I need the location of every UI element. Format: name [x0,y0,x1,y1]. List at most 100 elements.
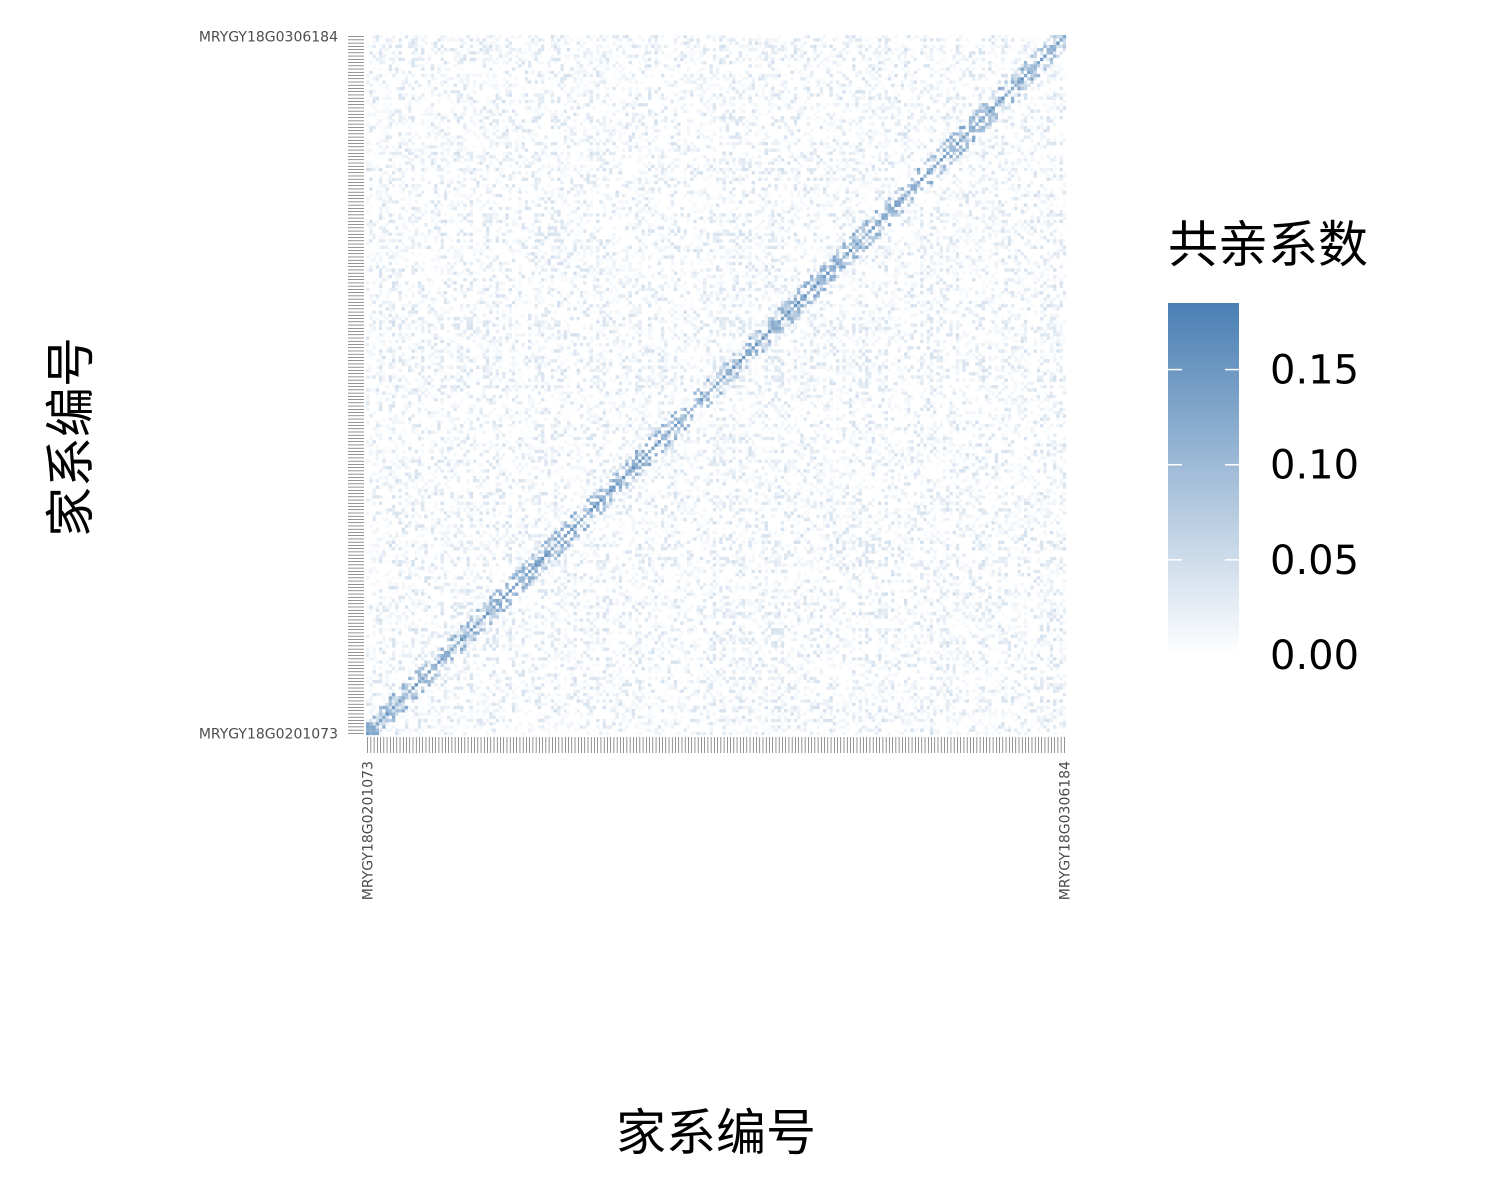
heatmap-cell [810,732,813,735]
heatmap-cell [372,343,375,346]
heatmap-cell [466,667,469,670]
heatmap-cell [392,58,395,61]
heatmap-cell [622,712,625,715]
heatmap-cell [476,722,479,725]
heatmap-cell [398,628,401,631]
heatmap-cell [765,693,768,696]
heatmap-cell [385,644,388,647]
heatmap-cell [366,680,369,683]
heatmap-cell [415,207,418,210]
heatmap-cell [703,732,706,735]
heatmap-cell [755,709,758,712]
heatmap-cell [382,152,385,155]
heatmap-cell [632,670,635,673]
heatmap-cell [382,362,385,365]
heatmap-cell [483,703,486,706]
heatmap-cell [411,401,414,404]
heatmap-cell [441,145,444,148]
heatmap-cell [395,531,398,534]
heatmap-cell [402,223,405,226]
heatmap-cell [385,524,388,527]
heatmap-cell [544,673,547,676]
heatmap-cell [603,686,606,689]
heatmap-cell [402,492,405,495]
heatmap-cell [372,252,375,255]
heatmap-cell [421,375,424,378]
heatmap-cell [612,709,615,712]
heatmap-cell [385,48,388,51]
heatmap-cell [752,677,755,680]
heatmap-cell [418,408,421,411]
heatmap-cell [424,366,427,369]
heatmap-cell [398,667,401,670]
heatmap-cell [437,359,440,362]
heatmap-cell [580,664,583,667]
heatmap-cell [437,719,440,722]
heatmap-cell [376,430,379,433]
heatmap-cell [564,703,567,706]
heatmap-cell [382,45,385,48]
heatmap-cell [674,732,677,735]
heatmap-cell [424,204,427,207]
heatmap-cell [379,184,382,187]
heatmap-cell [450,178,453,181]
heatmap-cell [901,654,904,657]
heatmap-cell [372,223,375,226]
heatmap-cell [619,693,622,696]
heatmap-cell [878,722,881,725]
heatmap-cell [577,709,580,712]
heatmap-cell [369,330,372,333]
heatmap-cell [499,706,502,709]
heatmap-cell [398,58,401,61]
heatmap-cell [379,473,382,476]
heatmap-cell [372,181,375,184]
heatmap-cell [379,502,382,505]
heatmap-cell [703,690,706,693]
heatmap-cell [376,618,379,621]
heatmap-cell [794,693,797,696]
heatmap-cell [385,229,388,232]
heatmap-cell [379,511,382,514]
heatmap-cell [677,690,680,693]
heatmap-cell [1053,667,1056,670]
heatmap-cell [476,703,479,706]
heatmap-cell [372,479,375,482]
heatmap-cell [398,385,401,388]
heatmap-cell [389,207,392,210]
heatmap-cell [372,45,375,48]
heatmap-cell [1004,657,1007,660]
heatmap-cell [421,64,424,67]
heatmap-cell [437,502,440,505]
heatmap-cell [616,673,619,676]
heatmap-cell [385,103,388,106]
heatmap-cell [444,281,447,284]
heatmap-cell [606,725,609,728]
heatmap-cell [573,693,576,696]
heatmap-cell [888,651,891,654]
heatmap-cell [408,336,411,339]
heatmap-cell [985,654,988,657]
heatmap-cell [677,680,680,683]
heatmap-cell [424,388,427,391]
heatmap-cell [447,592,450,595]
heatmap-cell [385,541,388,544]
heatmap-cell [949,712,952,715]
heatmap-cell [713,680,716,683]
heatmap-cell [405,683,408,686]
heatmap-cell [402,508,405,511]
heatmap-cell [444,113,447,116]
heatmap-cell [385,680,388,683]
heatmap-cell [1008,667,1011,670]
heatmap-cell [852,712,855,715]
heatmap-cell [1060,699,1063,702]
heatmap-cell [774,706,777,709]
heatmap-cell [716,673,719,676]
heatmap-cell [395,515,398,518]
heatmap-cell [573,729,576,732]
heatmap-cell [411,97,414,100]
heatmap-cell [437,314,440,317]
heatmap-cell [444,528,447,531]
heatmap-cell [531,683,534,686]
heatmap-cell [522,667,525,670]
heatmap-cell [444,463,447,466]
